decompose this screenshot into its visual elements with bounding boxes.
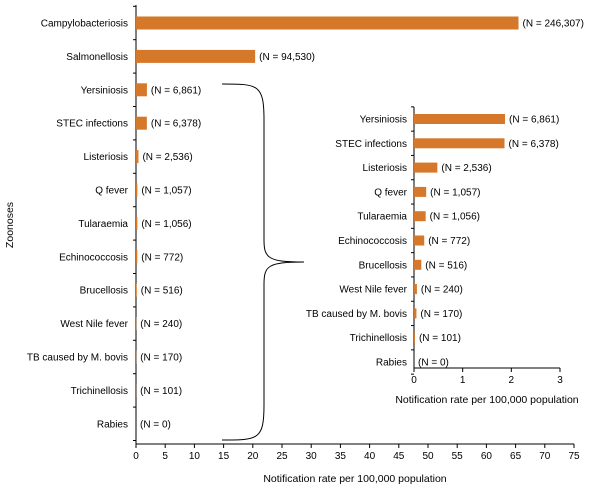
main-category-label: Tularaemia [78, 219, 128, 230]
inset-data-label: (N = 240) [421, 285, 463, 296]
main-x-tick-label: 5 [162, 451, 168, 462]
main-category-label: STEC infections [56, 119, 128, 130]
main-data-label: (N = 1,057) [141, 186, 191, 197]
inset-data-label: (N = 170) [420, 309, 462, 320]
inset-bar [414, 308, 417, 319]
main-data-label: (N = 1,056) [141, 219, 191, 230]
inset-category-label: Trichinellosis [350, 333, 407, 344]
inset-category-label: Listeriosis [363, 163, 407, 174]
inset-data-label: (N = 772) [428, 236, 470, 247]
inset-data-label: (N = 0) [418, 358, 449, 369]
main-data-label: (N = 0) [140, 419, 171, 430]
inset-category-label: Q fever [374, 187, 407, 198]
main-category-label: Rabies [97, 419, 128, 430]
main-category-label: Listeriosis [84, 152, 128, 163]
main-category-label: Yersiniosis [81, 85, 128, 96]
main-x-tick-label: 70 [539, 451, 551, 462]
main-data-label: (N = 6,861) [151, 85, 201, 96]
main-data-label: (N = 170) [140, 353, 182, 364]
inset-bar [414, 211, 426, 222]
inset-category-label: Yersiniosis [360, 115, 407, 126]
main-x-tick-label: 15 [218, 451, 230, 462]
inset-category-label: TB caused by M. bovis [306, 309, 407, 320]
inset-category-label: Brucellosis [359, 260, 407, 271]
main-category-label: Brucellosis [80, 286, 128, 297]
main-x-tick-label: 0 [133, 451, 139, 462]
main-bar [136, 250, 138, 264]
main-x-tick-label: 50 [422, 451, 434, 462]
inset-x-axis-title: Notification rate per 100,000 population [395, 394, 578, 406]
main-x-tick-label: 25 [276, 451, 288, 462]
inset-bar [414, 284, 417, 295]
inset-category-label: Rabies [376, 358, 407, 369]
main-x-tick-label: 40 [364, 451, 376, 462]
main-category-label: Q fever [95, 186, 128, 197]
inset-category-label: West Nile fever [339, 285, 407, 296]
main-data-label: (N = 6,378) [151, 119, 201, 130]
main-bar [136, 49, 256, 63]
main-data-label: (N = 240) [140, 319, 182, 330]
main-x-tick-label: 20 [247, 451, 259, 462]
inset-bar [414, 114, 506, 124]
main-bar [136, 83, 147, 97]
main-x-tick-label: 35 [335, 451, 347, 462]
inset-bar [414, 235, 425, 246]
main-data-label: (N = 101) [140, 386, 182, 397]
main-category-label: West Nile fever [60, 319, 128, 330]
main-x-tick-label: 55 [452, 451, 464, 462]
main-x-tick-label: 65 [510, 451, 522, 462]
inset-x-tick-label: 2 [509, 375, 515, 386]
main-bar [136, 283, 137, 297]
main-category-label: Trichinellosis [71, 386, 128, 397]
inset-x-tick-label: 1 [460, 375, 466, 386]
inset-bar [414, 186, 427, 197]
inset-bar [414, 332, 415, 343]
main-x-tick-label: 75 [568, 451, 580, 462]
inset-data-label: (N = 2,536) [441, 163, 491, 174]
inset-bar [414, 259, 422, 270]
inset-data-label: (N = 6,861) [509, 115, 559, 126]
main-category-label: TB caused by M. bovis [27, 353, 128, 364]
inset-data-label: (N = 516) [425, 260, 467, 271]
main-x-tick-label: 60 [481, 451, 493, 462]
inset-data-label: (N = 1,057) [430, 187, 480, 198]
main-bar [136, 216, 138, 230]
inset-data-label: (N = 1,056) [430, 212, 480, 223]
main-bar [136, 183, 138, 197]
main-x-tick-label: 45 [393, 451, 405, 462]
main-data-label: (N = 2,536) [142, 152, 192, 163]
main-x-axis-title: Notification rate per 100,000 population [263, 473, 446, 485]
inset-category-label: STEC infections [335, 139, 407, 150]
main-bar [136, 16, 519, 30]
main-data-label: (N = 94,530) [259, 52, 315, 63]
main-data-label: (N = 516) [141, 286, 183, 297]
inset-x-tick-label: 0 [411, 375, 417, 386]
inset-bar [414, 162, 438, 173]
main-chart: 0 5 10 15 20 25 30 35 40 45 50 55 60 65 70 75Campylobac… [27, 5, 584, 462]
main-y-axis-title: Zoonoses [4, 202, 16, 248]
main-category-label: Campylobacteriosis [41, 19, 128, 30]
inset-bar [414, 138, 505, 149]
inset-category-label: Echinococcosis [338, 236, 407, 247]
inset-data-label: (N = 6,378) [509, 139, 559, 150]
main-bar [136, 150, 139, 164]
inset-category-label: Tularaemia [357, 212, 407, 223]
inset-data-label: (N = 101) [419, 333, 461, 344]
main-x-tick-label: 10 [189, 451, 201, 462]
main-x-tick-label: 30 [306, 451, 318, 462]
brace-connector [221, 83, 305, 441]
main-data-label: (N = 772) [141, 252, 183, 263]
main-category-label: Echinococcosis [59, 252, 128, 263]
main-category-label: Salmonellosis [66, 52, 128, 63]
inset-chart: 0 1 2 3 Yersiniosis (N = 6,861) STEC infection… [306, 106, 563, 386]
inset-x-tick-label: 3 [557, 375, 563, 386]
main-bar [136, 116, 147, 130]
main-data-label: (N = 246,307) [523, 19, 584, 30]
